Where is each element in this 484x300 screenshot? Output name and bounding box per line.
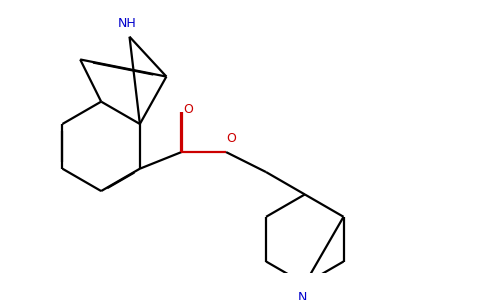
Text: N: N [298, 291, 307, 300]
Text: NH: NH [118, 17, 136, 30]
Text: O: O [227, 132, 236, 146]
Text: O: O [183, 103, 194, 116]
